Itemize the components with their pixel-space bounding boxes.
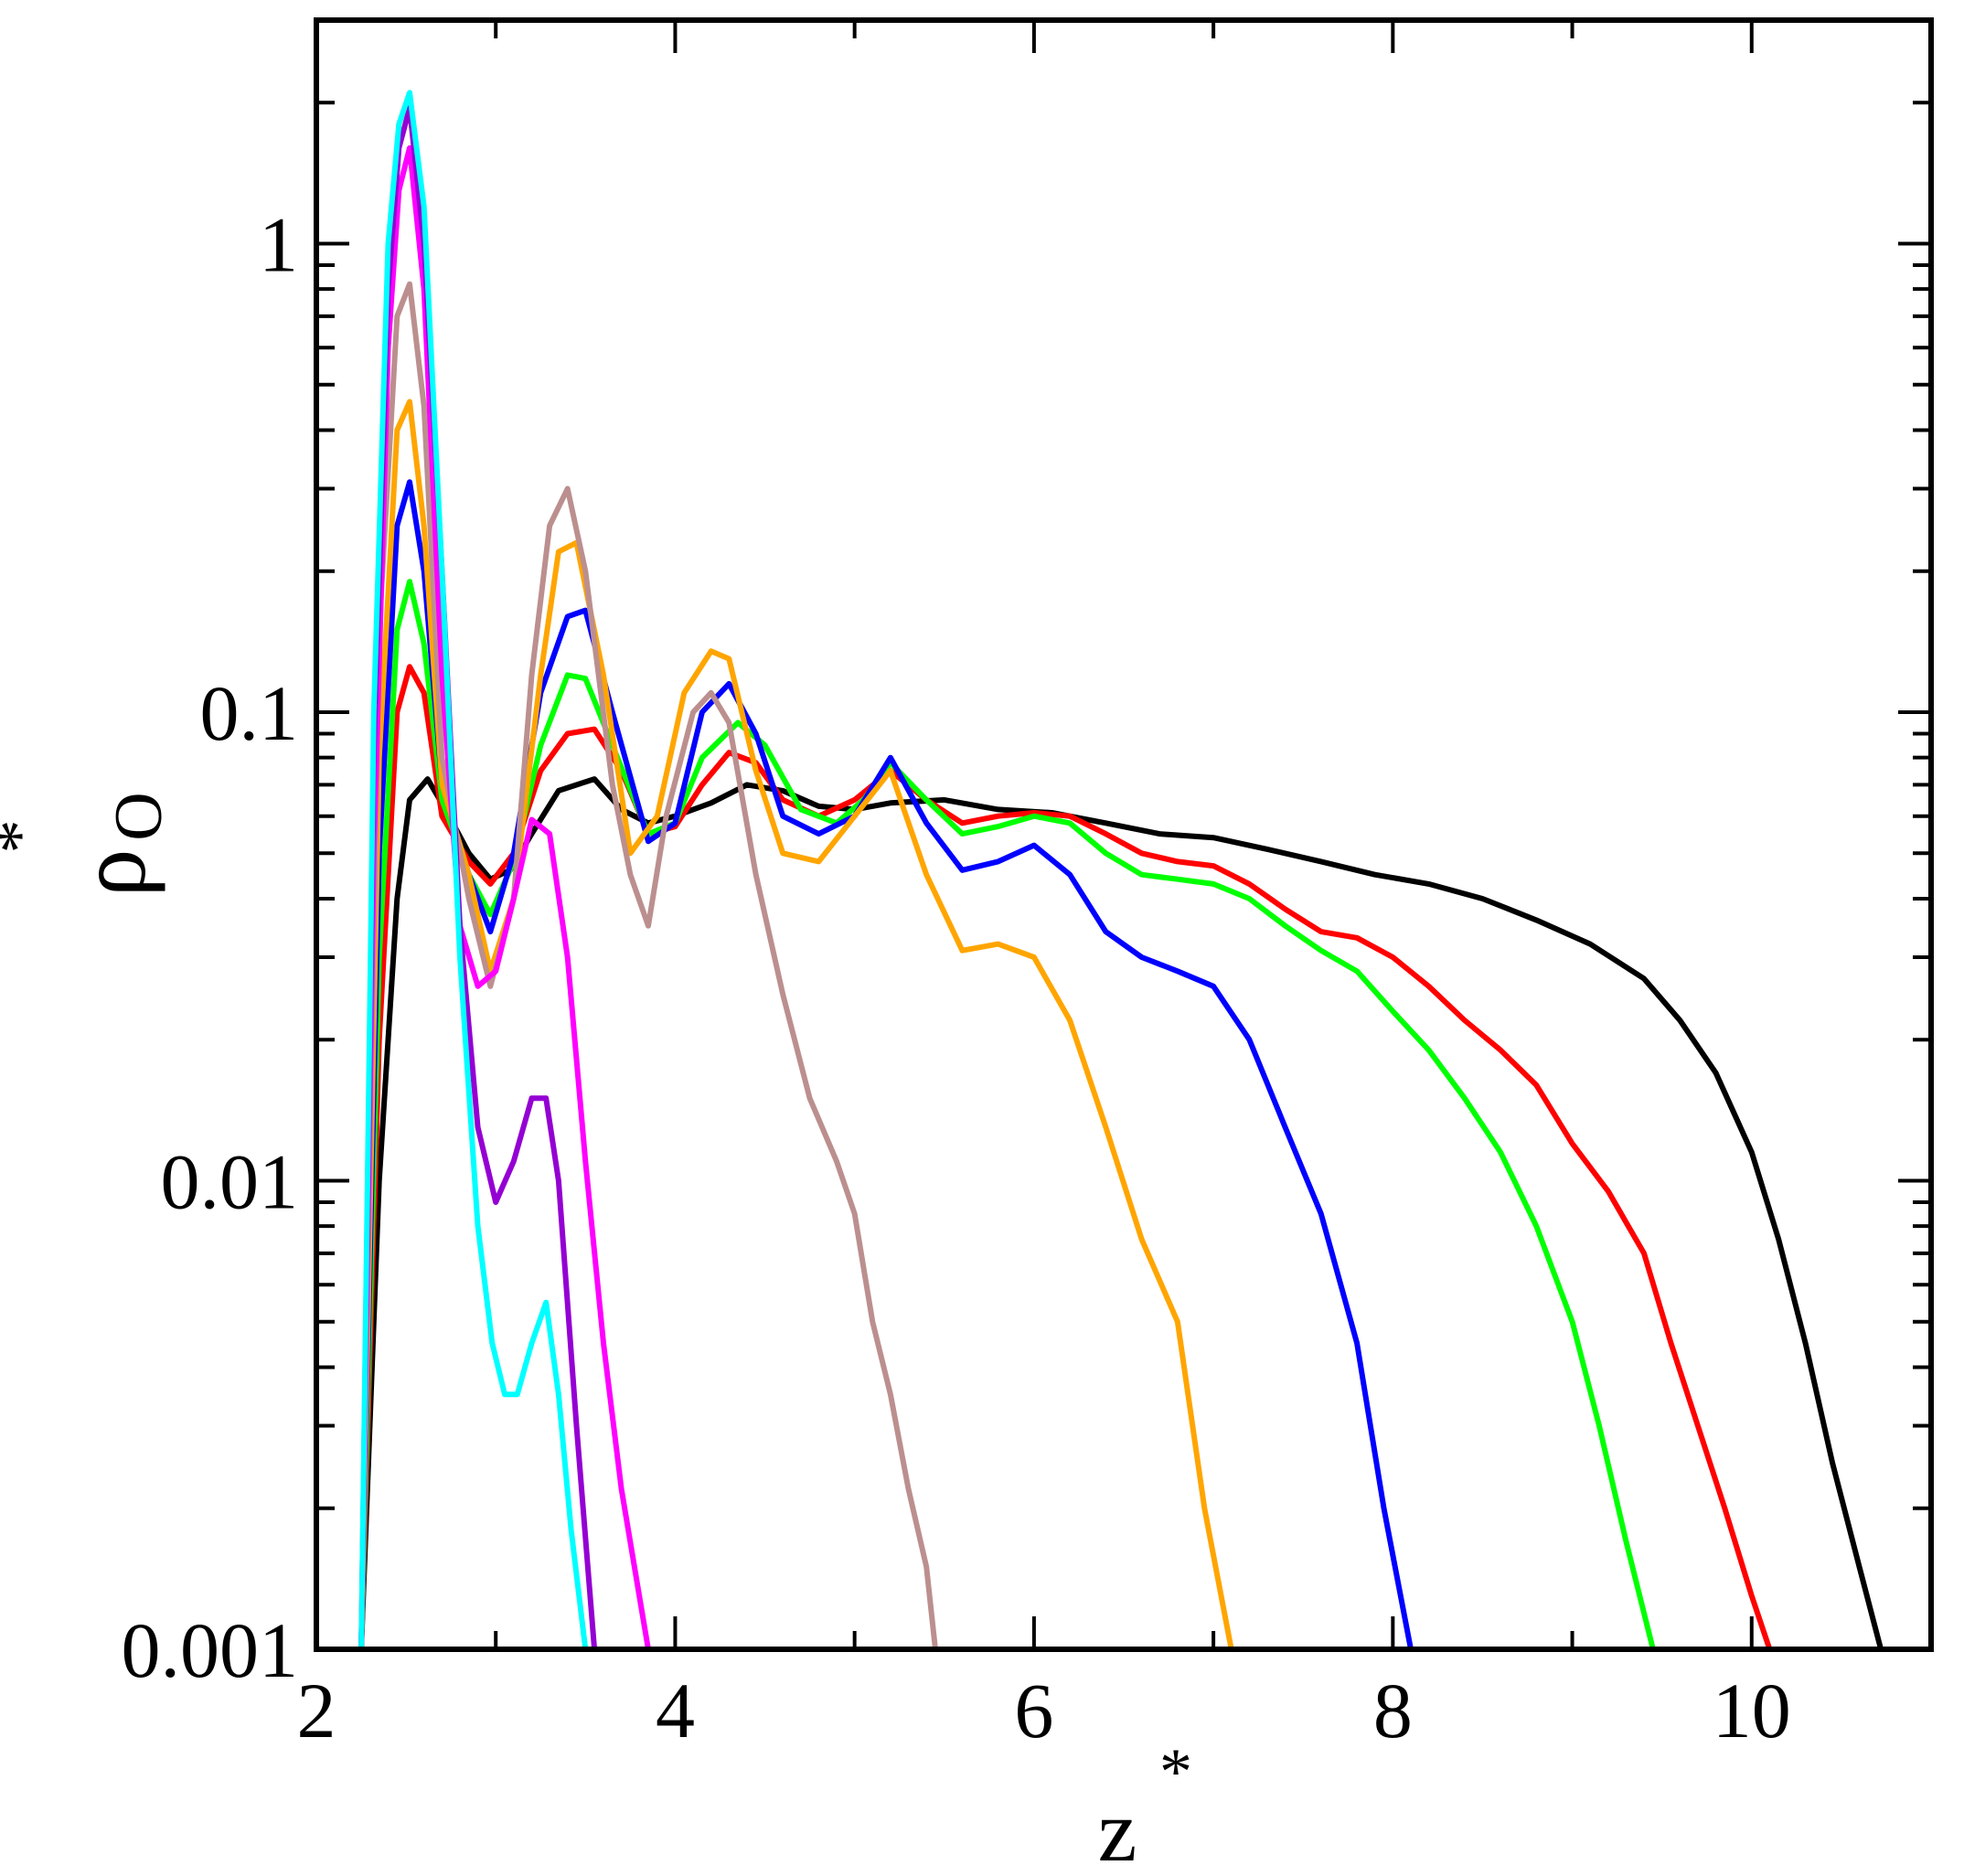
x-tick-label: 6 (1014, 1667, 1053, 1754)
y-tick-label: 0.1 (200, 669, 299, 757)
tick-labels-layer: 2 4 6 8 10 0.001 0.01 0.1 1 (122, 201, 1791, 1754)
y-tick-label: 1 (259, 201, 298, 289)
series-line-2 (358, 664, 1773, 1649)
series-layer (358, 90, 1884, 1649)
series-line-7 (358, 144, 651, 1649)
series-line-1 (358, 776, 1884, 1649)
series-line-6 (358, 281, 938, 1649)
series-line-4 (358, 479, 1414, 1649)
x-axis-title: z (1098, 1782, 1137, 1876)
y-axis-title-subscript: O (101, 792, 176, 840)
x-tick-label: 4 (656, 1667, 695, 1754)
y-axis-title-symbol: ρ (59, 849, 165, 898)
plot-frame (314, 17, 1934, 1652)
y-tick-label: 0.01 (161, 1138, 299, 1226)
y-axis-title-superscript: * (0, 820, 58, 854)
series-line-5 (358, 399, 1234, 1649)
x-tick-label: 8 (1373, 1667, 1413, 1754)
y-axis-title: ρ O * (0, 792, 176, 897)
x-tick-label: 2 (297, 1667, 336, 1754)
y-tick-label: 0.001 (122, 1606, 299, 1694)
x-axis-title-superscript: * (1159, 1735, 1192, 1808)
series-line-3 (358, 579, 1656, 1649)
x-tick-label: 10 (1713, 1667, 1791, 1754)
series-line-8 (358, 104, 598, 1649)
series-line-9 (358, 90, 589, 1649)
